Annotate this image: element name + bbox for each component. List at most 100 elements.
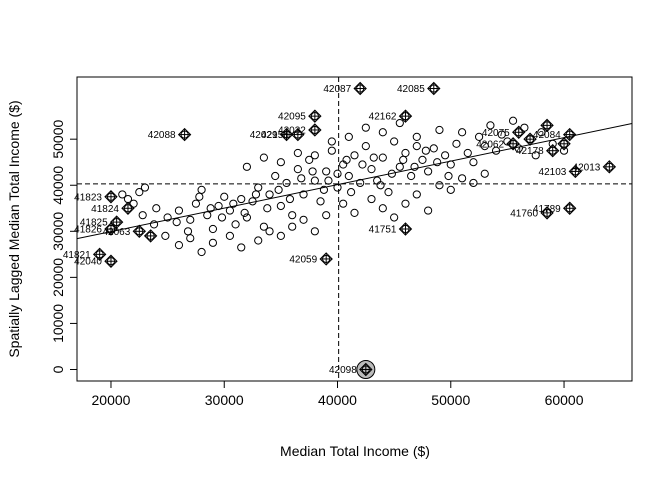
data-point-40 xyxy=(367,165,376,174)
influential-point-29 xyxy=(359,362,373,377)
y-tick-label-0: 0 xyxy=(50,365,66,373)
influential-point-25 xyxy=(523,132,537,146)
influential-circle-1 xyxy=(356,84,365,93)
data-point-136 xyxy=(172,217,181,227)
data-point-7 xyxy=(174,206,184,215)
influential-point-0 xyxy=(177,127,192,142)
data-point-45 xyxy=(395,162,404,171)
data-point-9 xyxy=(191,199,201,208)
data-point-119 xyxy=(421,146,430,155)
data-point-27 xyxy=(293,165,302,174)
data-point-131 xyxy=(229,199,238,208)
data-point-24 xyxy=(276,201,285,211)
data-point-87 xyxy=(350,208,359,217)
data-point-118 xyxy=(410,162,419,171)
data-point-117 xyxy=(399,155,408,165)
data-point-107 xyxy=(378,128,387,137)
data-point-61 xyxy=(486,121,495,130)
data-point-28 xyxy=(299,190,308,199)
data-point-112 xyxy=(347,188,356,197)
influential-point-8 xyxy=(104,190,118,204)
influential-point-15 xyxy=(104,254,118,268)
data-point-48 xyxy=(412,132,421,141)
point-label-21: 42103 xyxy=(539,167,567,178)
influential-point-5 xyxy=(291,127,305,142)
data-point-10 xyxy=(197,185,206,194)
data-point-65 xyxy=(508,116,518,125)
data-point-31 xyxy=(316,197,325,206)
point-label-6: 42029 xyxy=(250,130,278,141)
influential-circle-29 xyxy=(361,365,370,374)
influential-circle-16 xyxy=(322,254,331,264)
data-point-44 xyxy=(390,137,399,146)
data-point-23 xyxy=(271,171,280,181)
point-label-22: 42084 xyxy=(533,130,561,141)
data-point-93 xyxy=(424,206,433,215)
y-tick-label-4: 40000 xyxy=(50,166,66,205)
data-point-70 xyxy=(537,128,546,137)
influential-point-11 xyxy=(104,222,118,236)
influential-circle-11 xyxy=(106,224,116,234)
data-point-132 xyxy=(217,213,227,222)
influential-circle-28 xyxy=(559,139,569,148)
data-point-15 xyxy=(225,206,235,215)
point-label-15: 42040 xyxy=(74,257,102,268)
x-tick-label-4: 60000 xyxy=(545,392,584,408)
data-point-92 xyxy=(412,190,421,199)
influential-point-1 xyxy=(353,81,367,96)
data-point-8 xyxy=(186,215,195,224)
data-point-78 xyxy=(237,243,246,252)
data-point-69 xyxy=(531,151,540,160)
data-point-6 xyxy=(163,213,172,222)
influential-circle-7 xyxy=(310,125,319,135)
data-point-99 xyxy=(242,162,251,171)
data-point-139 xyxy=(138,211,147,220)
data-point-4 xyxy=(140,183,150,192)
influential-circle-23 xyxy=(548,146,557,155)
influential-circle-22 xyxy=(565,130,574,139)
influential-point-14 xyxy=(92,247,107,262)
data-point-94 xyxy=(435,181,444,190)
data-point-0 xyxy=(118,190,127,199)
data-point-17 xyxy=(237,194,246,204)
influential-circle-18 xyxy=(542,208,552,217)
data-point-81 xyxy=(276,231,285,241)
data-point-128 xyxy=(263,204,272,213)
y-axis-title: Spatially Lagged Median Total Income ($) xyxy=(6,100,22,357)
data-point-21 xyxy=(259,222,268,231)
data-point-13 xyxy=(214,201,223,211)
data-point-134 xyxy=(195,192,204,201)
data-point-12 xyxy=(208,224,218,234)
point-label-2: 42085 xyxy=(397,84,425,95)
data-point-102 xyxy=(293,148,302,158)
mean-lines xyxy=(77,77,632,381)
data-point-138 xyxy=(149,220,159,229)
point-label-5: 42156 xyxy=(261,130,289,141)
data-point-98 xyxy=(480,169,489,178)
data-point-52 xyxy=(435,125,444,135)
data-point-129 xyxy=(251,190,261,199)
data-point-55 xyxy=(452,139,461,148)
x-axis: 20000 30000 40000 50000 60000 xyxy=(92,380,584,408)
data-point-123 xyxy=(308,167,317,176)
data-point-62 xyxy=(491,146,501,155)
data-point-86 xyxy=(339,199,348,208)
data-point-84 xyxy=(310,227,319,236)
regression-layer xyxy=(76,123,633,240)
data-point-58 xyxy=(469,158,478,167)
data-point-60 xyxy=(480,141,489,151)
influential-point-16 xyxy=(319,252,333,266)
influential-point-13 xyxy=(143,229,158,243)
influential-circle-17 xyxy=(401,224,410,234)
influential-circle-2 xyxy=(429,84,438,93)
data-point-50 xyxy=(424,167,433,176)
data-point-106 xyxy=(361,123,370,132)
x-tick-label-0: 20000 xyxy=(92,392,131,408)
point-label-16: 42059 xyxy=(289,254,317,265)
point-label-26: 42075 xyxy=(482,128,510,139)
data-point-18 xyxy=(242,213,251,222)
data-point-95 xyxy=(446,185,455,194)
data-point-29 xyxy=(305,155,314,165)
data-point-85 xyxy=(322,211,331,220)
data-point-42 xyxy=(378,153,387,162)
